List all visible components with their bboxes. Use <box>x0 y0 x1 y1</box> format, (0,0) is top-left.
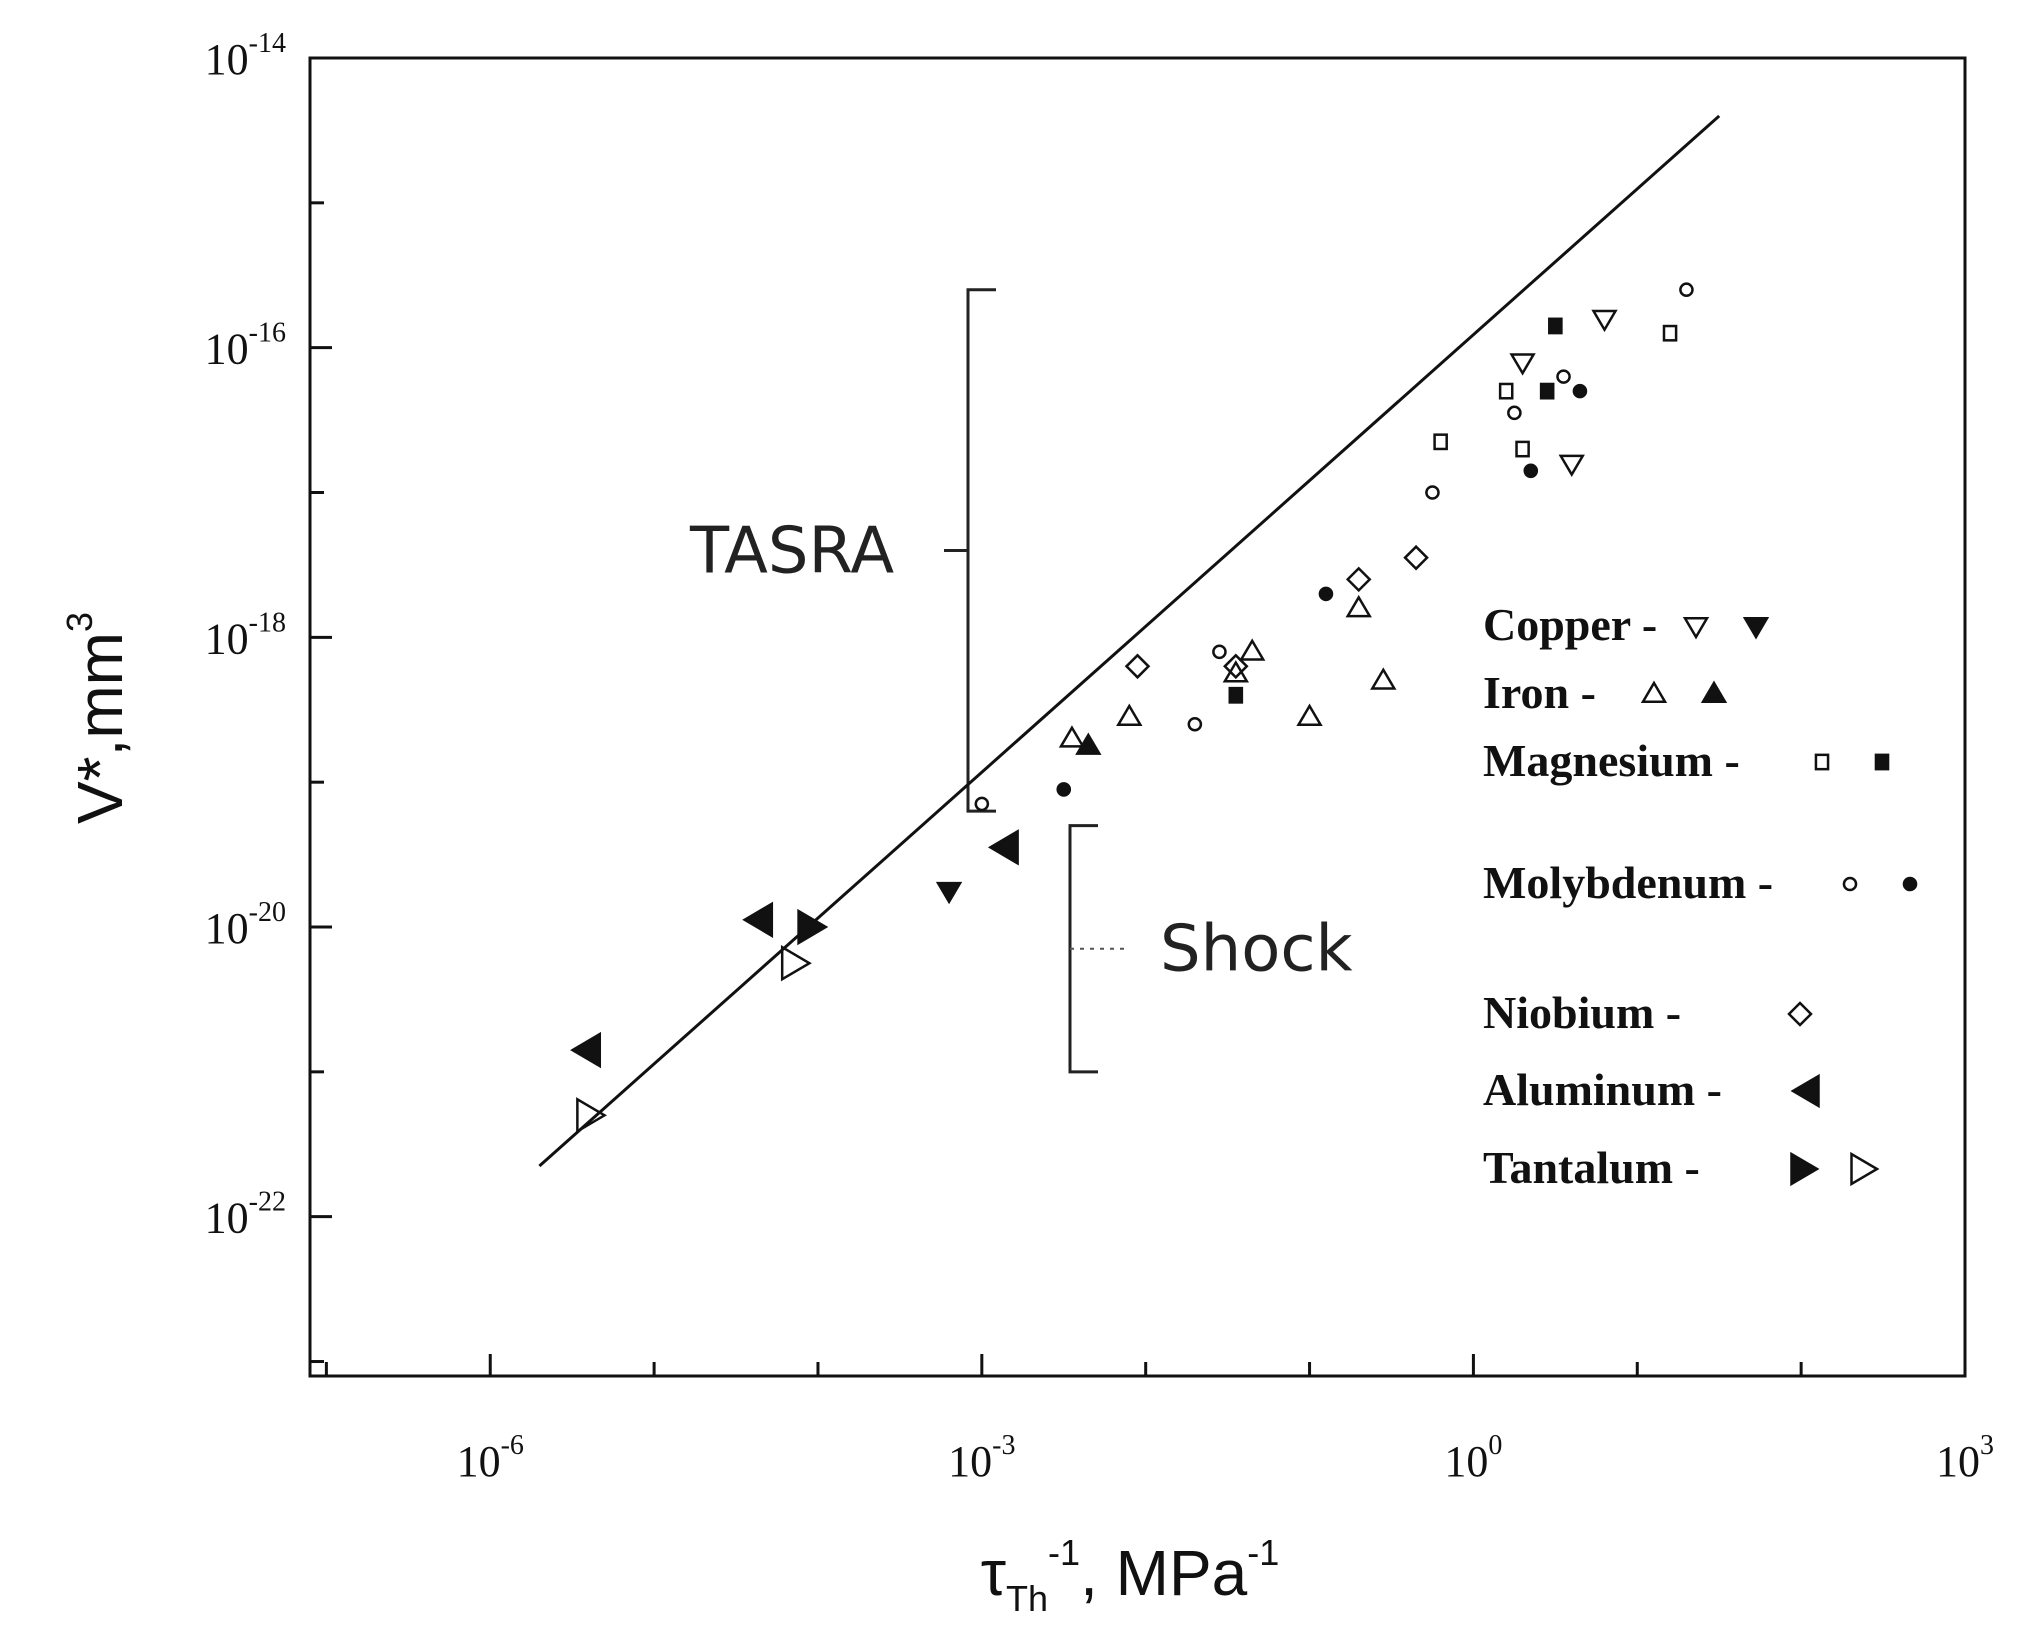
data-point-magnesium <box>1515 440 1530 458</box>
axes-layer: 10-14 10-16 10-18 10-20 10-22 10-6 10-3 100 103 <box>205 28 1994 1486</box>
data-point-magnesium <box>1539 382 1555 400</box>
legend-label-copper: Copper - <box>1483 599 1657 650</box>
y-tick-label: 10-18 <box>205 607 286 663</box>
legend-symbol-triangle-up-filled <box>1700 680 1728 703</box>
x-tick-label: 100 <box>1444 1430 1502 1486</box>
legend-symbol-square-filled <box>1874 753 1890 771</box>
fit-line-layer <box>538 114 1721 1168</box>
annotation-layer: TASRA Shock <box>689 288 1353 1074</box>
data-point-niobium <box>1345 566 1372 593</box>
data-point-iron <box>1345 594 1372 618</box>
legend-label-molybdenum: Molybdenum - <box>1483 857 1773 908</box>
data-point-iron <box>1116 703 1143 726</box>
data-point-iron <box>1370 667 1397 690</box>
data-points-layer <box>570 282 1694 1134</box>
legend-label-iron: Iron - <box>1483 667 1596 718</box>
legend-symbol-triangle-right-filled <box>1790 1151 1820 1187</box>
legend-symbol-triangle-right-open <box>1850 1151 1880 1187</box>
shock-label: Shock <box>1160 913 1353 987</box>
data-point-molybdenum <box>1523 463 1539 479</box>
data-point-copper <box>1591 309 1618 333</box>
data-point-copper <box>935 881 963 905</box>
data-point-niobium <box>1223 653 1249 680</box>
data-point-molybdenum <box>974 796 990 812</box>
tasra-label: TASRA <box>689 514 894 588</box>
data-point-molybdenum <box>1056 782 1072 797</box>
axis-titles: τTh-1, MPa-1 V*,mm3 <box>59 612 1279 1619</box>
data-point-magnesium <box>1662 324 1678 342</box>
legend-symbol-triangle-up-open <box>1640 680 1668 703</box>
plot-frame <box>308 56 1967 1378</box>
legend-symbol-triangle-left-filled <box>1790 1073 1820 1109</box>
data-point-molybdenum <box>1556 369 1571 384</box>
tasra-bracket <box>966 288 996 813</box>
legend-label-tantalum: Tantalum - <box>1483 1142 1700 1193</box>
data-point-molybdenum <box>1507 405 1522 421</box>
data-point-aluminum <box>570 1031 602 1069</box>
legend-label-aluminum: Aluminum - <box>1483 1064 1722 1115</box>
data-point-aluminum <box>987 829 1019 866</box>
x-tick-label: 10-3 <box>948 1430 1015 1486</box>
legend-symbol-triangle-down-open <box>1682 617 1710 640</box>
data-point-niobium <box>1124 653 1151 680</box>
data-point-aluminum <box>742 901 774 938</box>
data-point-molybdenum <box>1679 282 1694 298</box>
legend-symbol-circle-filled <box>1902 876 1918 892</box>
data-point-iron <box>1239 638 1266 661</box>
legend-symbol-triangle-down-filled <box>1742 617 1770 640</box>
data-point-iron <box>1075 732 1102 755</box>
data-point-molybdenum <box>1572 383 1588 399</box>
y-axis-title: V*,mm3 <box>59 612 136 824</box>
x-tick-label: 10-6 <box>457 1430 524 1486</box>
data-point-molybdenum <box>1318 586 1334 602</box>
data-point-tantalum <box>797 908 829 946</box>
x-tick-label: 103 <box>1936 1430 1994 1486</box>
data-point-niobium <box>1403 544 1429 571</box>
legend-label-niobium: Niobium - <box>1483 987 1681 1038</box>
data-point-magnesium <box>1548 317 1563 335</box>
y-tick-label: 10-14 <box>205 28 286 84</box>
y-tick-label: 10-16 <box>205 318 286 374</box>
data-point-copper <box>1509 353 1536 376</box>
data-point-magnesium <box>1433 433 1448 451</box>
fit-line <box>538 114 1721 1168</box>
data-point-iron <box>1058 725 1086 748</box>
legend-symbol-circle-open <box>1842 876 1858 892</box>
y-tick-label: 10-20 <box>205 897 286 953</box>
legend-symbol-square-open <box>1814 753 1830 771</box>
legend-symbol-diamond-open <box>1787 1001 1813 1027</box>
legend: Copper - Iron - Magnesium - Molybdenum - Nio… <box>1483 599 1918 1193</box>
data-point-tantalum <box>576 1097 608 1134</box>
data-point-magnesium <box>1498 382 1514 400</box>
data-point-magnesium <box>1228 686 1244 704</box>
legend-label-magnesium: Magnesium - <box>1483 735 1740 786</box>
data-point-molybdenum <box>1425 485 1440 500</box>
data-point-molybdenum <box>1187 716 1203 732</box>
data-point-copper <box>1558 454 1585 478</box>
data-point-tantalum <box>780 945 812 982</box>
y-tick-label: 10-22 <box>205 1187 286 1243</box>
data-point-iron <box>1296 703 1323 726</box>
data-point-molybdenum <box>1212 644 1227 660</box>
x-axis-title: τTh-1, MPa-1 <box>981 1532 1279 1619</box>
